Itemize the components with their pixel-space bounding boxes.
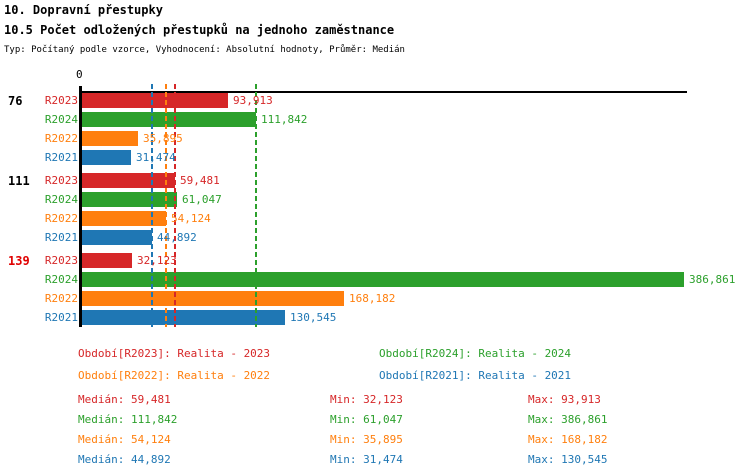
group-label: 76 bbox=[8, 94, 23, 108]
bar-76-R2024 bbox=[82, 112, 256, 127]
bar-series-label: R2024 bbox=[44, 273, 78, 286]
bar-111-R2024 bbox=[82, 192, 177, 207]
stat-median-R2023: Medián: 59,481 bbox=[78, 393, 171, 406]
bar-series-label: R2022 bbox=[44, 212, 78, 225]
bar-76-R2022 bbox=[82, 131, 138, 146]
group-label: 139 bbox=[8, 254, 30, 268]
bar-139-R2021 bbox=[82, 310, 285, 325]
chart-meta-line: Typ: Počítaný podle vzorce, Vyhodnocení:… bbox=[4, 45, 405, 55]
chart-title: 10. Dopravní přestupky bbox=[4, 3, 163, 17]
bar-series-label: R2023 bbox=[44, 174, 78, 187]
stat-min-R2021: Min: 31,474 bbox=[330, 453, 403, 466]
stat-max-R2023: Max: 93,913 bbox=[528, 393, 601, 406]
bar-series-label: R2022 bbox=[44, 292, 78, 305]
stat-min-R2023: Min: 32,123 bbox=[330, 393, 403, 406]
bar-value-label: 93,913 bbox=[233, 94, 273, 107]
legend-item-R2023: Období[R2023]: Realita - 2023 bbox=[78, 347, 271, 360]
bar-series-label: R2024 bbox=[44, 193, 78, 206]
stat-min-R2022: Min: 35,895 bbox=[330, 433, 403, 446]
bar-76-R2023 bbox=[82, 93, 228, 108]
legend-item-R2022: Období[R2022]: Realita - 2022 bbox=[78, 369, 271, 382]
bar-series-label: R2021 bbox=[44, 311, 78, 324]
median-line-R2021 bbox=[150, 84, 153, 327]
x-axis-zero-tick-label: 0 bbox=[76, 68, 83, 81]
median-line-R2023 bbox=[173, 84, 176, 327]
legend-item-R2024: Období[R2024]: Realita - 2024 bbox=[379, 347, 572, 360]
bar-value-label: 59,481 bbox=[180, 174, 220, 187]
bar-value-label: 32,123 bbox=[137, 254, 177, 267]
bar-value-label: 61,047 bbox=[182, 193, 222, 206]
bar-139-R2024 bbox=[82, 272, 684, 287]
bar-111-R2022 bbox=[82, 211, 166, 226]
bar-series-label: R2021 bbox=[44, 231, 78, 244]
stat-median-R2022: Medián: 54,124 bbox=[78, 433, 171, 446]
x-axis-line bbox=[80, 91, 687, 93]
bar-value-label: 111,842 bbox=[261, 113, 308, 126]
stat-max-R2021: Max: 130,545 bbox=[528, 453, 608, 466]
bar-value-label: 31,474 bbox=[136, 151, 176, 164]
bar-series-label: R2022 bbox=[44, 132, 78, 145]
bar-139-R2023 bbox=[82, 253, 132, 268]
median-line-R2024 bbox=[255, 84, 258, 327]
stat-max-R2024: Max: 386,861 bbox=[528, 413, 608, 426]
legend-item-R2021: Období[R2021]: Realita - 2021 bbox=[379, 369, 572, 382]
stat-median-R2021: Medián: 44,892 bbox=[78, 453, 171, 466]
bar-value-label: 130,545 bbox=[290, 311, 337, 324]
bar-series-label: R2023 bbox=[44, 254, 78, 267]
bar-111-R2023 bbox=[82, 173, 175, 188]
bar-139-R2022 bbox=[82, 291, 344, 306]
median-line-R2022 bbox=[165, 84, 168, 327]
chart-subtitle: 10.5 Počet odložených přestupků na jedno… bbox=[4, 23, 395, 37]
bar-111-R2021 bbox=[82, 230, 152, 245]
group-label: 111 bbox=[8, 174, 30, 188]
stat-median-R2024: Medián: 111,842 bbox=[78, 413, 178, 426]
bar-series-label: R2023 bbox=[44, 94, 78, 107]
bar-value-label: 35,895 bbox=[143, 132, 183, 145]
bar-series-label: R2024 bbox=[44, 113, 78, 126]
stat-min-R2024: Min: 61,047 bbox=[330, 413, 403, 426]
bar-value-label: 386,861 bbox=[689, 273, 736, 286]
bar-series-label: R2021 bbox=[44, 151, 78, 164]
bar-value-label: 44,892 bbox=[157, 231, 197, 244]
stat-max-R2022: Max: 168,182 bbox=[528, 433, 608, 446]
y-axis-line bbox=[79, 86, 82, 327]
bar-value-label: 54,124 bbox=[171, 212, 211, 225]
bar-value-label: 168,182 bbox=[349, 292, 396, 305]
bar-76-R2021 bbox=[82, 150, 131, 165]
